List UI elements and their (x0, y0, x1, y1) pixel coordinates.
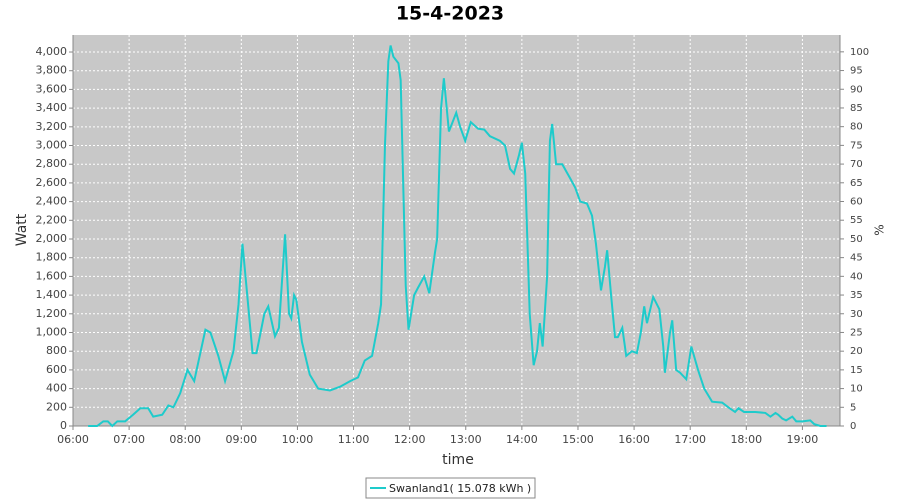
y-tick-label: 1,600 (36, 269, 68, 282)
y2-tick-label: 95 (850, 66, 863, 77)
y2-tick-label: 40 (850, 271, 863, 282)
y2-tick-label: 20 (850, 346, 863, 357)
x-tick-label: 17:00 (674, 433, 706, 446)
y2-tick-label: 30 (850, 309, 863, 320)
y-tick-label: 1,200 (36, 307, 68, 320)
y2-tick-label: 0 (850, 421, 856, 432)
x-tick-label: 18:00 (730, 433, 762, 446)
y2-tick-label: 15 (850, 365, 863, 376)
y2-tick-label: 100 (850, 47, 869, 58)
y-tick-label: 2,600 (36, 176, 68, 189)
y-tick-label: 3,200 (36, 120, 68, 133)
y-tick-label: 3,000 (36, 139, 68, 152)
legend-label: Swanland1( 15.078 kWh ) (389, 482, 531, 495)
y2-tick-label: 65 (850, 178, 863, 189)
plot-area (73, 35, 840, 426)
y2-tick-label: 45 (850, 253, 863, 264)
y-tick-label: 4,000 (36, 45, 68, 58)
y-tick-label: 800 (46, 344, 67, 357)
chart-title: 15-4-2023 (396, 3, 504, 25)
y2-tick-label: 55 (850, 215, 863, 226)
y-tick-label: 2,400 (36, 195, 68, 208)
x-tick-label: 07:00 (113, 433, 145, 446)
y-tick-label: 3,400 (36, 101, 68, 114)
y-tick-label: 600 (46, 363, 67, 376)
y2-tick-label: 5 (850, 402, 856, 413)
y-axis-label: Watt (14, 213, 30, 246)
x-tick-label: 15:00 (562, 433, 594, 446)
y-tick-label: 2,200 (36, 213, 68, 226)
y-tick-label: 1,800 (36, 251, 68, 264)
x-tick-label: 10:00 (282, 433, 314, 446)
y-tick-label: 2,800 (36, 157, 68, 170)
x-tick-label: 13:00 (450, 433, 482, 446)
y2-tick-label: 80 (850, 122, 863, 133)
x-axis-label: time (442, 452, 474, 468)
x-tick-label: 14:00 (506, 433, 538, 446)
y-tick-label: 200 (46, 400, 67, 413)
data-line (88, 45, 827, 428)
x-tick-label: 08:00 (169, 433, 201, 446)
legend (365, 477, 536, 499)
y2-tick-label: 10 (850, 384, 863, 395)
x-tick-label: 19:00 (787, 433, 819, 446)
y-tick-label: 3,800 (36, 64, 68, 77)
x-tick-label: 11:00 (338, 433, 370, 446)
y2-tick-label: 75 (850, 140, 863, 151)
y2-tick-label: 90 (850, 84, 863, 95)
y2-tick-label: 25 (850, 327, 863, 338)
y2-tick-label: 60 (850, 197, 863, 208)
y2-axis-label: % (873, 224, 887, 235)
y-tick-label: 1,400 (36, 288, 68, 301)
y-tick-label: 3,600 (36, 82, 68, 95)
y2-tick-label: 50 (850, 234, 863, 245)
y2-tick-label: 35 (850, 290, 863, 301)
y2-tick-label: 85 (850, 103, 863, 114)
y-tick-label: 0 (60, 419, 67, 432)
x-tick-label: 12:00 (394, 433, 426, 446)
x-tick-label: 09:00 (225, 433, 257, 446)
x-tick-label: 06:00 (57, 433, 89, 446)
y-tick-label: 1,000 (36, 326, 68, 339)
y2-tick-label: 70 (850, 159, 863, 170)
y-tick-label: 2,000 (36, 232, 68, 245)
x-tick-label: 16:00 (618, 433, 650, 446)
y-tick-label: 400 (46, 382, 67, 395)
